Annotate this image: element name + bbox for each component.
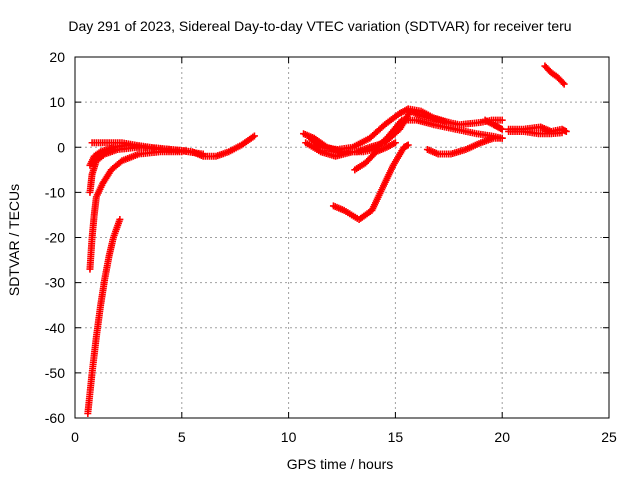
data-point [182,147,190,155]
series-track-9 [351,139,399,174]
y-tick-label: -40 [45,320,65,336]
series-track-1 [84,215,124,417]
y-tick-label: -50 [45,365,65,381]
x-tick-label: 25 [601,429,617,445]
y-tick-label: 20 [49,49,65,65]
y-axis-label: SDTVAR / TECUs [6,183,22,297]
y-tick-label: 10 [49,94,65,110]
x-tick-label: 10 [281,429,297,445]
x-ticks: 0 5 10 15 20 25 [71,57,617,445]
y-tick-label: -10 [45,184,65,200]
series-track-15 [541,62,568,88]
x-tick-label: 20 [494,429,510,445]
series-track-10 [329,141,412,223]
data-point [558,129,566,137]
data-point [498,134,506,142]
y-tick-label: 0 [57,139,65,155]
series-track-8 [306,105,453,154]
series-track-14 [505,127,566,138]
x-tick-label: 0 [71,429,79,445]
y-ticks: 20 10 0 -10 -20 -30 -40 -50 -60 [45,49,609,426]
x-tick-label: 15 [388,429,404,445]
data-point [315,142,323,150]
x-tick-label: 5 [178,429,186,445]
data-point [560,80,568,88]
series-track-2 [86,148,186,273]
data-point [445,118,453,126]
data-markers [84,62,570,417]
data-point [116,215,124,223]
data-point [498,125,506,133]
y-tick-label: -60 [45,410,65,426]
data-point [562,127,570,135]
data-point [250,132,258,140]
data-point [498,116,506,124]
data-point [199,150,207,158]
series-track-12 [481,116,506,133]
data-point [404,141,412,149]
y-tick-label: -30 [45,275,65,291]
series-track-11 [423,134,506,158]
chart-title: Day 291 of 2023, Sidereal Day-to-day VTE… [68,18,572,34]
y-tick-label: -20 [45,230,65,246]
data-point [391,139,399,147]
data-point [559,79,567,87]
grid [75,57,609,418]
x-axis-label: GPS time / hours [286,456,394,472]
series-track-5 [88,139,190,155]
